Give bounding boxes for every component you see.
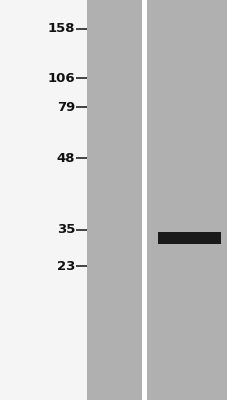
Bar (158, 232, 220, 244)
Bar (142, 0, 146, 400)
Text: 35: 35 (57, 224, 75, 236)
Text: 158: 158 (47, 22, 75, 35)
Text: 23: 23 (57, 260, 75, 272)
Bar (146, 0, 227, 400)
Text: 106: 106 (47, 72, 75, 84)
Text: 48: 48 (57, 152, 75, 164)
Bar (86, 0, 142, 400)
Text: 79: 79 (57, 101, 75, 114)
